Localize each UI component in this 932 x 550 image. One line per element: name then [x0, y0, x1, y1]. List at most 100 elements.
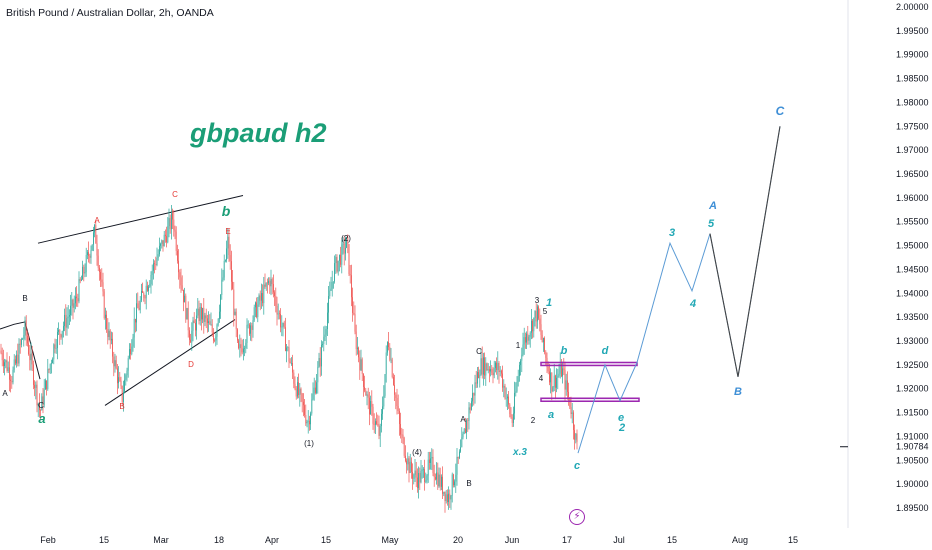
- candle-body: [101, 279, 103, 283]
- candle-body: [207, 318, 208, 323]
- candle-body: [129, 349, 130, 359]
- candle-body: [293, 372, 295, 384]
- candle-body: [340, 254, 341, 265]
- candle-body: [23, 335, 25, 339]
- candle-body: [294, 383, 296, 389]
- candle-body: [113, 356, 115, 367]
- candle-body: [114, 360, 116, 367]
- candle-body: [301, 393, 303, 402]
- candle-body: [24, 320, 26, 336]
- candle-body: [449, 493, 451, 500]
- wave-label: (2): [341, 234, 351, 243]
- candle-body: [567, 380, 568, 392]
- candle-body: [551, 372, 553, 392]
- candle-body: [420, 471, 422, 483]
- candle-body: [244, 348, 245, 349]
- time-tick-label: Jul: [613, 535, 625, 545]
- candle-body: [47, 369, 49, 390]
- candle-body: [105, 314, 106, 319]
- candle-body: [419, 473, 421, 483]
- price-tick-label: 1.98000: [896, 97, 929, 107]
- candle-body: [547, 367, 549, 372]
- candle-body: [565, 380, 567, 390]
- price-tick-label: 1.95500: [896, 217, 929, 227]
- trendline: [37, 194, 244, 244]
- candle-body: [229, 255, 231, 262]
- candle-body: [271, 278, 273, 285]
- candle-body: [310, 413, 311, 425]
- candle-body: [347, 237, 349, 245]
- candle-body: [161, 240, 163, 244]
- candle-body: [137, 303, 139, 309]
- candle-body: [330, 288, 332, 291]
- candle-body: [384, 374, 386, 396]
- candle-body: [390, 359, 392, 361]
- candle-body: [4, 362, 5, 367]
- candle-body: [367, 394, 369, 398]
- candle-body: [103, 291, 105, 319]
- lightning-icon[interactable]: ⚡: [569, 509, 585, 525]
- price-tick-label: 1.97500: [896, 121, 929, 131]
- candle-body: [79, 279, 81, 281]
- candle-body: [61, 330, 63, 338]
- candle-body: [497, 363, 499, 370]
- candle-body: [201, 307, 202, 320]
- candle-body: [544, 338, 545, 352]
- candle-body: [151, 270, 153, 275]
- candle-body: [262, 293, 263, 304]
- candle-body: [219, 311, 220, 319]
- candle-body: [27, 335, 28, 344]
- candle-body: [264, 284, 266, 287]
- candle-body: [549, 371, 550, 383]
- candle-body: [491, 368, 493, 373]
- candle-body: [214, 340, 215, 341]
- candle-body: [45, 380, 46, 390]
- candle-body: [359, 357, 361, 371]
- price-tick-label: 1.97000: [896, 145, 929, 155]
- wave-label: 4: [539, 374, 544, 383]
- candle-body: [298, 382, 299, 395]
- candle-body: [84, 272, 86, 274]
- candle-body: [77, 298, 79, 302]
- candle-body: [388, 342, 389, 348]
- candle-body: [64, 314, 65, 327]
- candle-body: [351, 275, 352, 298]
- candle-body: [111, 338, 112, 341]
- candle-body: [357, 347, 358, 350]
- candle-body: [447, 494, 448, 503]
- candle-body: [221, 279, 223, 295]
- candle-body: [41, 396, 43, 411]
- candle-body: [523, 337, 525, 345]
- candle-body: [327, 312, 328, 330]
- candle-body: [400, 424, 401, 435]
- candle-body: [335, 256, 337, 264]
- candle-body: [10, 379, 11, 381]
- candle-body: [439, 474, 441, 487]
- candle-body: [18, 343, 20, 364]
- candle-body: [148, 286, 149, 291]
- candle-body: [75, 296, 76, 304]
- candle-body: [51, 363, 52, 365]
- candle-body: [6, 360, 8, 371]
- candle-body: [313, 387, 315, 394]
- candle-body: [297, 382, 298, 397]
- candle-body: [153, 263, 154, 271]
- candle-body: [303, 401, 304, 406]
- candle-body: [17, 354, 19, 364]
- candle-body: [72, 299, 74, 308]
- candle-body: [178, 260, 179, 273]
- candle-body: [450, 495, 452, 500]
- candle-body: [329, 290, 331, 297]
- candle-body: [311, 399, 313, 414]
- candle-body: [328, 296, 329, 313]
- candle-body: [240, 344, 242, 349]
- candle-body: [539, 318, 541, 325]
- candle-body: [125, 375, 127, 380]
- candle-body: [156, 257, 158, 265]
- candle-body: [429, 459, 430, 463]
- candle-body: [117, 368, 118, 384]
- candle-body: [143, 292, 145, 298]
- wave-label: 3: [535, 296, 540, 305]
- candle-body: [256, 302, 257, 318]
